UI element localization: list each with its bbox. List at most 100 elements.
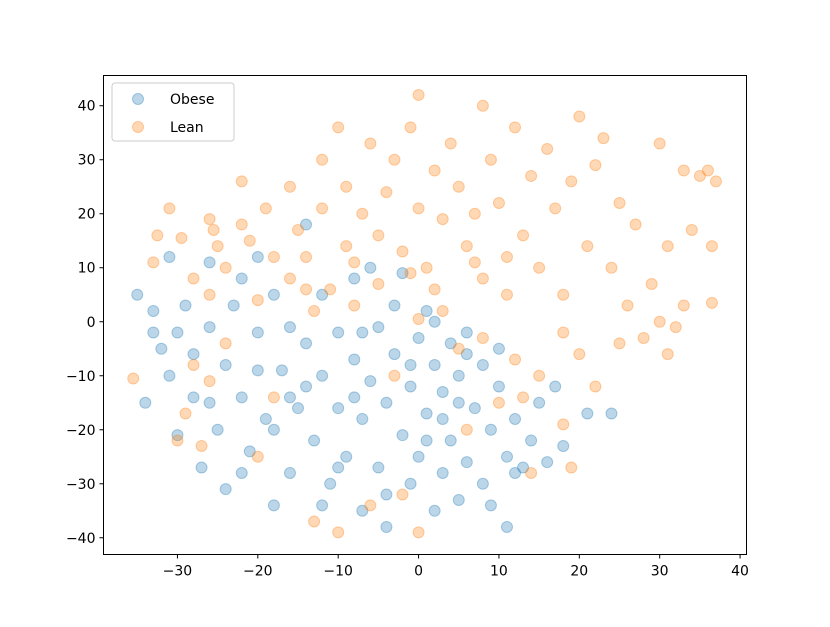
data-point [492, 342, 505, 355]
x-tick-label: −10 [323, 564, 353, 580]
data-point [500, 288, 513, 301]
data-point [509, 121, 522, 134]
data-point [404, 380, 417, 393]
data-point [460, 240, 473, 253]
data-point [533, 261, 546, 274]
data-point [187, 348, 200, 361]
data-point [300, 337, 313, 350]
data-point [460, 456, 473, 469]
data-point [525, 169, 538, 182]
data-point [549, 202, 562, 215]
data-point [404, 121, 417, 134]
data-point [364, 375, 377, 388]
data-point [195, 439, 208, 452]
data-point [283, 272, 296, 285]
data-point [348, 391, 361, 404]
data-point [235, 218, 248, 231]
data-point [605, 261, 618, 274]
data-point [348, 256, 361, 269]
data-point [468, 402, 481, 415]
data-point [219, 337, 232, 350]
data-point [251, 450, 264, 463]
data-point [251, 250, 264, 263]
data-point [171, 429, 184, 442]
data-point [428, 164, 441, 177]
data-point [468, 207, 481, 220]
data-point [235, 272, 248, 285]
data-point [653, 315, 666, 328]
y-tick-label: −40 [66, 531, 96, 547]
data-point [243, 234, 256, 247]
data-point [203, 375, 216, 388]
data-point [308, 515, 321, 528]
data-point [267, 391, 280, 404]
data-point [267, 250, 280, 263]
data-point [517, 461, 530, 474]
data-point [203, 321, 216, 334]
data-point [436, 466, 449, 479]
y-tick-label: 0 [87, 315, 96, 331]
y-tick-label: 40 [78, 99, 96, 115]
data-point [581, 407, 594, 420]
data-point [436, 304, 449, 317]
data-point [259, 202, 272, 215]
data-point [705, 240, 718, 253]
data-point [701, 164, 714, 177]
data-point [484, 153, 497, 166]
data-point [292, 223, 305, 236]
data-point [444, 434, 457, 447]
data-point [677, 299, 690, 312]
data-point [195, 461, 208, 474]
data-point [557, 439, 570, 452]
data-point [476, 477, 489, 490]
data-point [420, 261, 433, 274]
x-axis: −30 −20 −10 0 10 20 30 40 [163, 554, 749, 580]
data-point [147, 256, 160, 269]
data-point [372, 321, 385, 334]
data-point [436, 412, 449, 425]
data-point [163, 369, 176, 382]
data-point [492, 380, 505, 393]
data-point [332, 402, 345, 415]
data-point [251, 364, 264, 377]
data-point [203, 256, 216, 269]
data-point [428, 315, 441, 328]
data-point [573, 110, 586, 123]
data-point [308, 304, 321, 317]
data-point [235, 175, 248, 188]
data-point [412, 450, 425, 463]
data-point [557, 418, 570, 431]
data-point [187, 391, 200, 404]
legend-marker-lean [132, 121, 144, 133]
data-point [661, 240, 674, 253]
y-tick-label: 20 [78, 207, 96, 223]
data-point [348, 353, 361, 366]
data-point [452, 493, 465, 506]
data-point [235, 391, 248, 404]
legend-label-lean: Lean [170, 120, 204, 136]
data-point [500, 450, 513, 463]
data-point [661, 348, 674, 361]
data-point [332, 526, 345, 539]
data-point [300, 283, 313, 296]
data-point [283, 321, 296, 334]
data-point [533, 369, 546, 382]
plot-frame [103, 75, 747, 555]
x-tick-label: −20 [243, 564, 273, 580]
data-point [151, 229, 164, 242]
data-point [565, 461, 578, 474]
data-point [669, 321, 682, 334]
data-point [348, 299, 361, 312]
data-point [211, 240, 224, 253]
data-point [388, 299, 401, 312]
data-point [356, 326, 369, 339]
data-point [476, 331, 489, 344]
data-point [557, 326, 570, 339]
data-point [476, 358, 489, 371]
data-point [460, 348, 473, 361]
data-point [484, 499, 497, 512]
y-tick-label: 10 [78, 261, 96, 277]
data-point [171, 434, 184, 447]
data-point [179, 407, 192, 420]
data-point [380, 520, 393, 533]
